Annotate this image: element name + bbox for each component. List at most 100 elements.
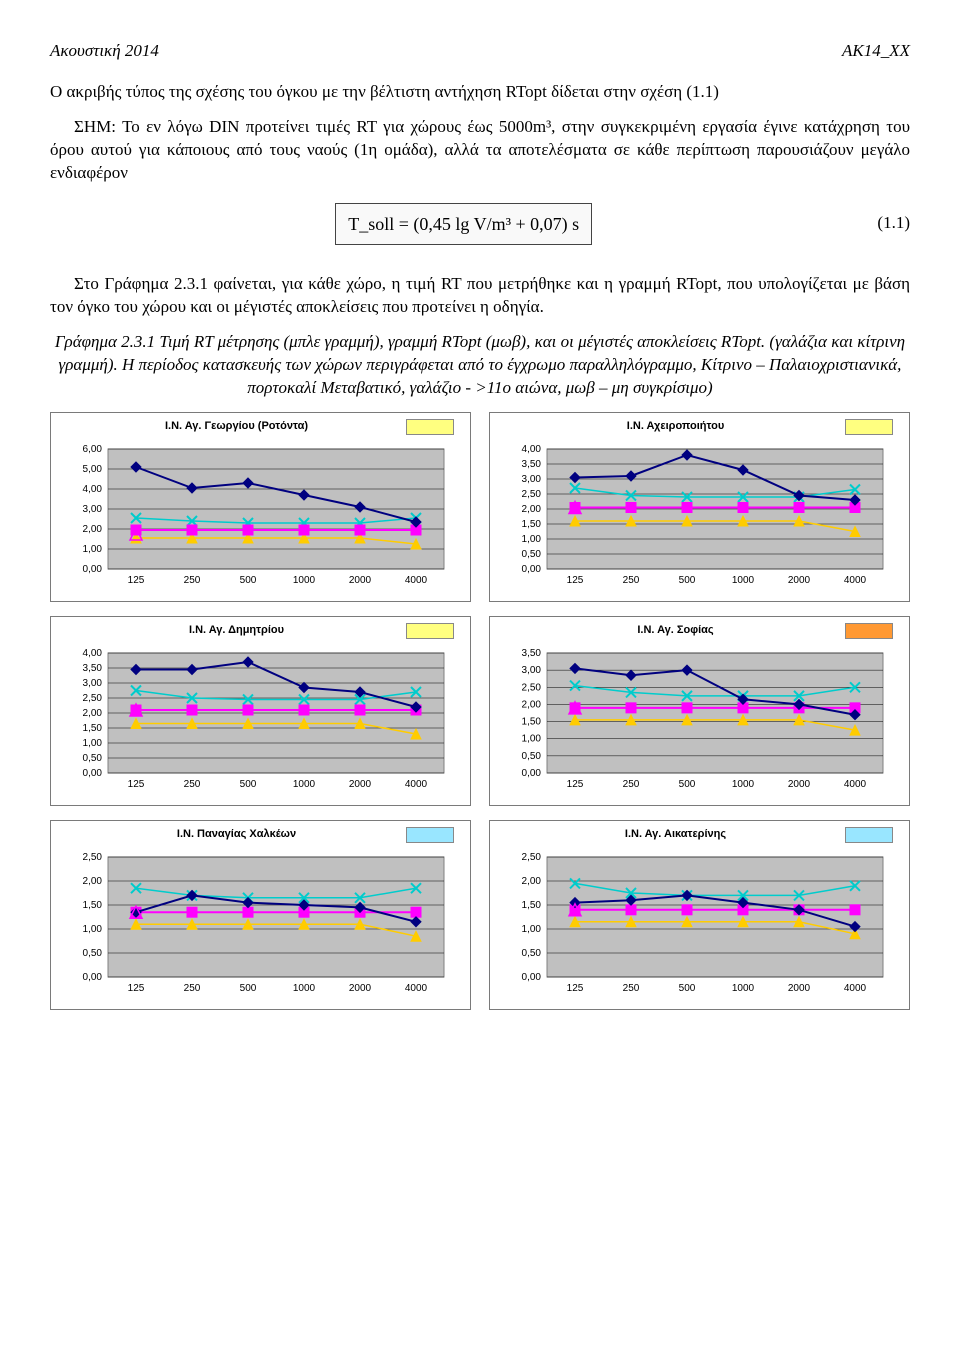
svg-text:0,00: 0,00 — [82, 768, 102, 779]
svg-text:125: 125 — [127, 575, 144, 586]
svg-text:4,00: 4,00 — [82, 484, 102, 495]
svg-text:1,50: 1,50 — [521, 519, 541, 530]
period-swatch — [845, 419, 893, 435]
svg-text:2,00: 2,00 — [82, 876, 102, 887]
chart-title: Ι.Ν. Αγ. Δημητρίου — [67, 623, 406, 638]
paragraph-1: Ο ακριβής τύπος της σχέσης του όγκου με … — [50, 81, 910, 104]
svg-text:1,00: 1,00 — [521, 534, 541, 545]
chart-cell: Ι.Ν. Αγ. Γεωργίου (Ροτόντα) 0,00 1,00 2,00… — [50, 412, 471, 602]
svg-text:0,50: 0,50 — [521, 948, 541, 959]
chart-svg: 0,000,501,001,502,002,50 125250500100020… — [505, 849, 895, 999]
svg-text:1,00: 1,00 — [82, 738, 102, 749]
svg-text:2000: 2000 — [787, 983, 810, 994]
svg-text:5,00: 5,00 — [82, 464, 102, 475]
svg-text:3,00: 3,00 — [521, 665, 541, 676]
svg-text:125: 125 — [127, 983, 144, 994]
svg-text:1000: 1000 — [731, 983, 754, 994]
svg-text:2,00: 2,00 — [521, 699, 541, 710]
chart-cell: Ι.Ν. Αγ. Αικατερίνης 0,000,501,001,502,0… — [489, 820, 910, 1010]
svg-text:2,50: 2,50 — [521, 489, 541, 500]
svg-text:3,50: 3,50 — [521, 648, 541, 659]
svg-text:2,50: 2,50 — [82, 852, 102, 863]
svg-text:1000: 1000 — [731, 575, 754, 586]
svg-text:3,50: 3,50 — [521, 459, 541, 470]
svg-text:0,00: 0,00 — [82, 564, 102, 575]
svg-text:125: 125 — [127, 779, 144, 790]
period-swatch — [406, 623, 454, 639]
chart-svg: 0,00 1,00 2,00 3,00 4,00 5,00 6,00 125 250 500 10… — [66, 441, 456, 591]
svg-text:0,50: 0,50 — [521, 751, 541, 762]
svg-text:2,00: 2,00 — [82, 524, 102, 535]
chart-cell: Ι.Ν. Παναγίας Χαλκέων 0,000,501,001,502,… — [50, 820, 471, 1010]
chart-title: Ι.Ν. Αγ. Σοφίας — [506, 623, 845, 638]
svg-text:4000: 4000 — [843, 779, 866, 790]
svg-text:4,00: 4,00 — [82, 648, 102, 659]
chart-titlebar: Ι.Ν. Παναγίας Χαλκέων — [57, 825, 464, 849]
chart-title: Ι.Ν. Αχειροποιήτου — [506, 419, 845, 434]
svg-text:250: 250 — [183, 575, 200, 586]
svg-text:1,50: 1,50 — [521, 716, 541, 727]
svg-text:500: 500 — [239, 983, 256, 994]
svg-text:2000: 2000 — [348, 983, 371, 994]
svg-text:3,00: 3,00 — [521, 474, 541, 485]
chart-title: Ι.Ν. Παναγίας Χαλκέων — [67, 827, 406, 842]
svg-text:0,50: 0,50 — [82, 948, 102, 959]
svg-text:2,50: 2,50 — [521, 682, 541, 693]
page-header: Ακουστική 2014 ΑΚ14_XX — [50, 40, 910, 63]
chart-title: Ι.Ν. Αγ. Αικατερίνης — [506, 827, 845, 842]
chart-cell: Ι.Ν. Αγ. Δημητρίου 0,000,501,001,502,002… — [50, 616, 471, 806]
svg-text:2,50: 2,50 — [82, 693, 102, 704]
svg-text:2000: 2000 — [787, 779, 810, 790]
svg-text:1,50: 1,50 — [521, 900, 541, 911]
svg-text:250: 250 — [183, 779, 200, 790]
svg-text:4000: 4000 — [404, 779, 427, 790]
svg-text:1,00: 1,00 — [82, 544, 102, 555]
svg-text:0,00: 0,00 — [521, 972, 541, 983]
formula-number: (1.1) — [877, 212, 910, 235]
chart-svg: 0,000,501,001,502,002,503,003,50 1252505… — [505, 645, 895, 795]
chart-svg: 0,000,501,001,502,002,50 125250500100020… — [66, 849, 456, 999]
period-swatch — [845, 623, 893, 639]
svg-text:250: 250 — [622, 779, 639, 790]
svg-text:1,50: 1,50 — [82, 900, 102, 911]
svg-text:1000: 1000 — [292, 575, 315, 586]
svg-text:125: 125 — [566, 983, 583, 994]
svg-text:250: 250 — [622, 983, 639, 994]
svg-text:0,00: 0,00 — [82, 972, 102, 983]
svg-text:3,00: 3,00 — [82, 504, 102, 515]
chart-cell: Ι.Ν. Αχειροποιήτου 0,000,501,001,502,002… — [489, 412, 910, 602]
svg-text:0,50: 0,50 — [82, 753, 102, 764]
svg-text:6,00: 6,00 — [82, 444, 102, 455]
chart-titlebar: Ι.Ν. Αχειροποιήτου — [496, 417, 903, 441]
period-swatch — [406, 419, 454, 435]
svg-text:500: 500 — [678, 983, 695, 994]
svg-text:1000: 1000 — [292, 983, 315, 994]
chart-titlebar: Ι.Ν. Αγ. Αικατερίνης — [496, 825, 903, 849]
svg-text:2,50: 2,50 — [521, 852, 541, 863]
svg-text:125: 125 — [566, 779, 583, 790]
svg-text:3,50: 3,50 — [82, 663, 102, 674]
chart-caption: Γράφημα 2.3.1 Τιμή RT μέτρησης (μπλε γρα… — [50, 331, 910, 400]
period-swatch — [406, 827, 454, 843]
chart-svg: 0,000,501,001,502,002,503,003,504,00 125… — [505, 441, 895, 591]
svg-text:1000: 1000 — [292, 779, 315, 790]
chart-svg: 0,000,501,001,502,002,503,003,504,00 125… — [66, 645, 456, 795]
chart-cell: Ι.Ν. Αγ. Σοφίας 0,000,501,001,502,002,50… — [489, 616, 910, 806]
chart-titlebar: Ι.Ν. Αγ. Σοφίας — [496, 621, 903, 645]
header-left: Ακουστική 2014 — [50, 40, 159, 63]
svg-text:2000: 2000 — [348, 575, 371, 586]
svg-text:125: 125 — [566, 575, 583, 586]
chart-title: Ι.Ν. Αγ. Γεωργίου (Ροτόντα) — [67, 419, 406, 434]
paragraph-3: Στο Γράφημα 2.3.1 φαίνεται, για κάθε χώρ… — [50, 273, 910, 319]
svg-text:4000: 4000 — [404, 983, 427, 994]
svg-text:4000: 4000 — [843, 575, 866, 586]
charts-grid: Ι.Ν. Αγ. Γεωργίου (Ροτόντα) 0,00 1,00 2,00… — [50, 412, 910, 1010]
svg-text:3,00: 3,00 — [82, 678, 102, 689]
svg-text:1,00: 1,00 — [521, 924, 541, 935]
svg-text:4000: 4000 — [843, 983, 866, 994]
svg-text:4,00: 4,00 — [521, 444, 541, 455]
period-swatch — [845, 827, 893, 843]
paragraph-2: ΣΗΜ: Το εν λόγω DIN προτείνει τιμές RT γ… — [50, 116, 910, 185]
svg-text:250: 250 — [183, 983, 200, 994]
svg-text:500: 500 — [239, 575, 256, 586]
